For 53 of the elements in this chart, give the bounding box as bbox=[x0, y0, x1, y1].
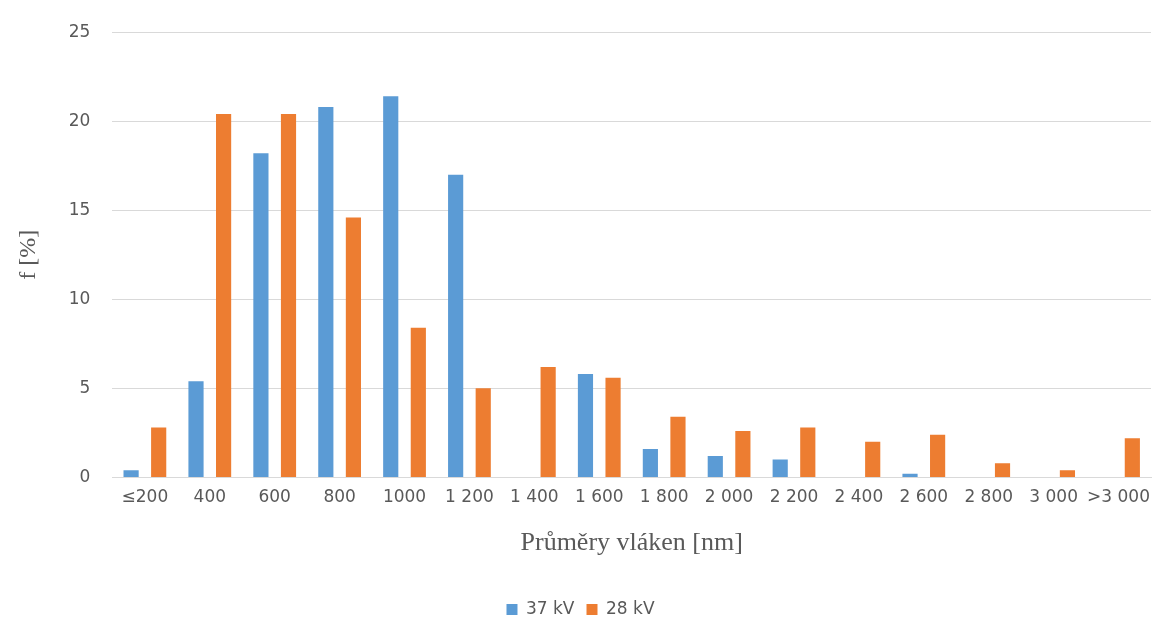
x-tick-label: 3 000 bbox=[1029, 486, 1078, 507]
bar bbox=[345, 217, 361, 477]
x-tick-label: 400 bbox=[193, 486, 227, 507]
bar bbox=[1124, 438, 1140, 477]
bar bbox=[318, 106, 334, 477]
x-tick-label: 1 200 bbox=[445, 486, 494, 507]
bar bbox=[577, 374, 594, 477]
bar bbox=[188, 381, 204, 477]
y-tick-label: 10 bbox=[68, 287, 91, 308]
bar bbox=[1059, 470, 1076, 477]
y-tick-label: 25 bbox=[68, 20, 91, 41]
x-tick-label: 600 bbox=[258, 486, 291, 507]
bar bbox=[707, 456, 723, 477]
x-axis-title: Průměry vláken [nm] bbox=[520, 527, 743, 557]
legend-label: 28 kV bbox=[606, 597, 655, 618]
bar bbox=[151, 427, 167, 477]
bar bbox=[865, 441, 881, 477]
legend-label: 37 kV bbox=[525, 597, 575, 618]
bar bbox=[475, 388, 491, 477]
bar bbox=[772, 459, 788, 477]
bar bbox=[800, 427, 816, 477]
x-tick-label: 2 400 bbox=[834, 486, 884, 507]
y-axis-title: f [%] bbox=[13, 229, 40, 280]
bar bbox=[930, 434, 946, 477]
x-tick-label: 1000 bbox=[382, 486, 427, 507]
bar bbox=[123, 470, 139, 477]
x-tick-label: ≤200 bbox=[121, 486, 169, 507]
x-tick-label: 1 600 bbox=[574, 486, 624, 507]
y-tick-label: 15 bbox=[68, 198, 91, 219]
x-tick-label: >3 000 bbox=[1087, 486, 1151, 507]
bar bbox=[642, 448, 658, 477]
bar bbox=[902, 473, 918, 477]
x-tick-label: 800 bbox=[323, 486, 356, 507]
bar bbox=[735, 431, 751, 477]
y-tick-label: 5 bbox=[79, 376, 91, 397]
x-tick-label: 2 600 bbox=[899, 486, 949, 507]
bar bbox=[605, 377, 621, 477]
y-tick-label: 0 bbox=[79, 465, 91, 486]
bar bbox=[216, 114, 232, 477]
bar bbox=[280, 114, 297, 477]
x-tick-label: 2 200 bbox=[769, 486, 819, 507]
bar bbox=[670, 416, 686, 477]
y-tick-label: 20 bbox=[68, 109, 91, 130]
x-tick-label: 1 400 bbox=[510, 486, 559, 507]
bar bbox=[448, 174, 464, 477]
bar bbox=[994, 463, 1011, 477]
bar bbox=[410, 327, 426, 477]
bar bbox=[540, 366, 556, 477]
x-tick-label: 2 000 bbox=[704, 486, 754, 507]
x-tick-label: 1 800 bbox=[639, 486, 689, 507]
bar bbox=[383, 96, 399, 477]
x-tick-label: 2 800 bbox=[964, 486, 1014, 507]
bar bbox=[253, 153, 269, 477]
